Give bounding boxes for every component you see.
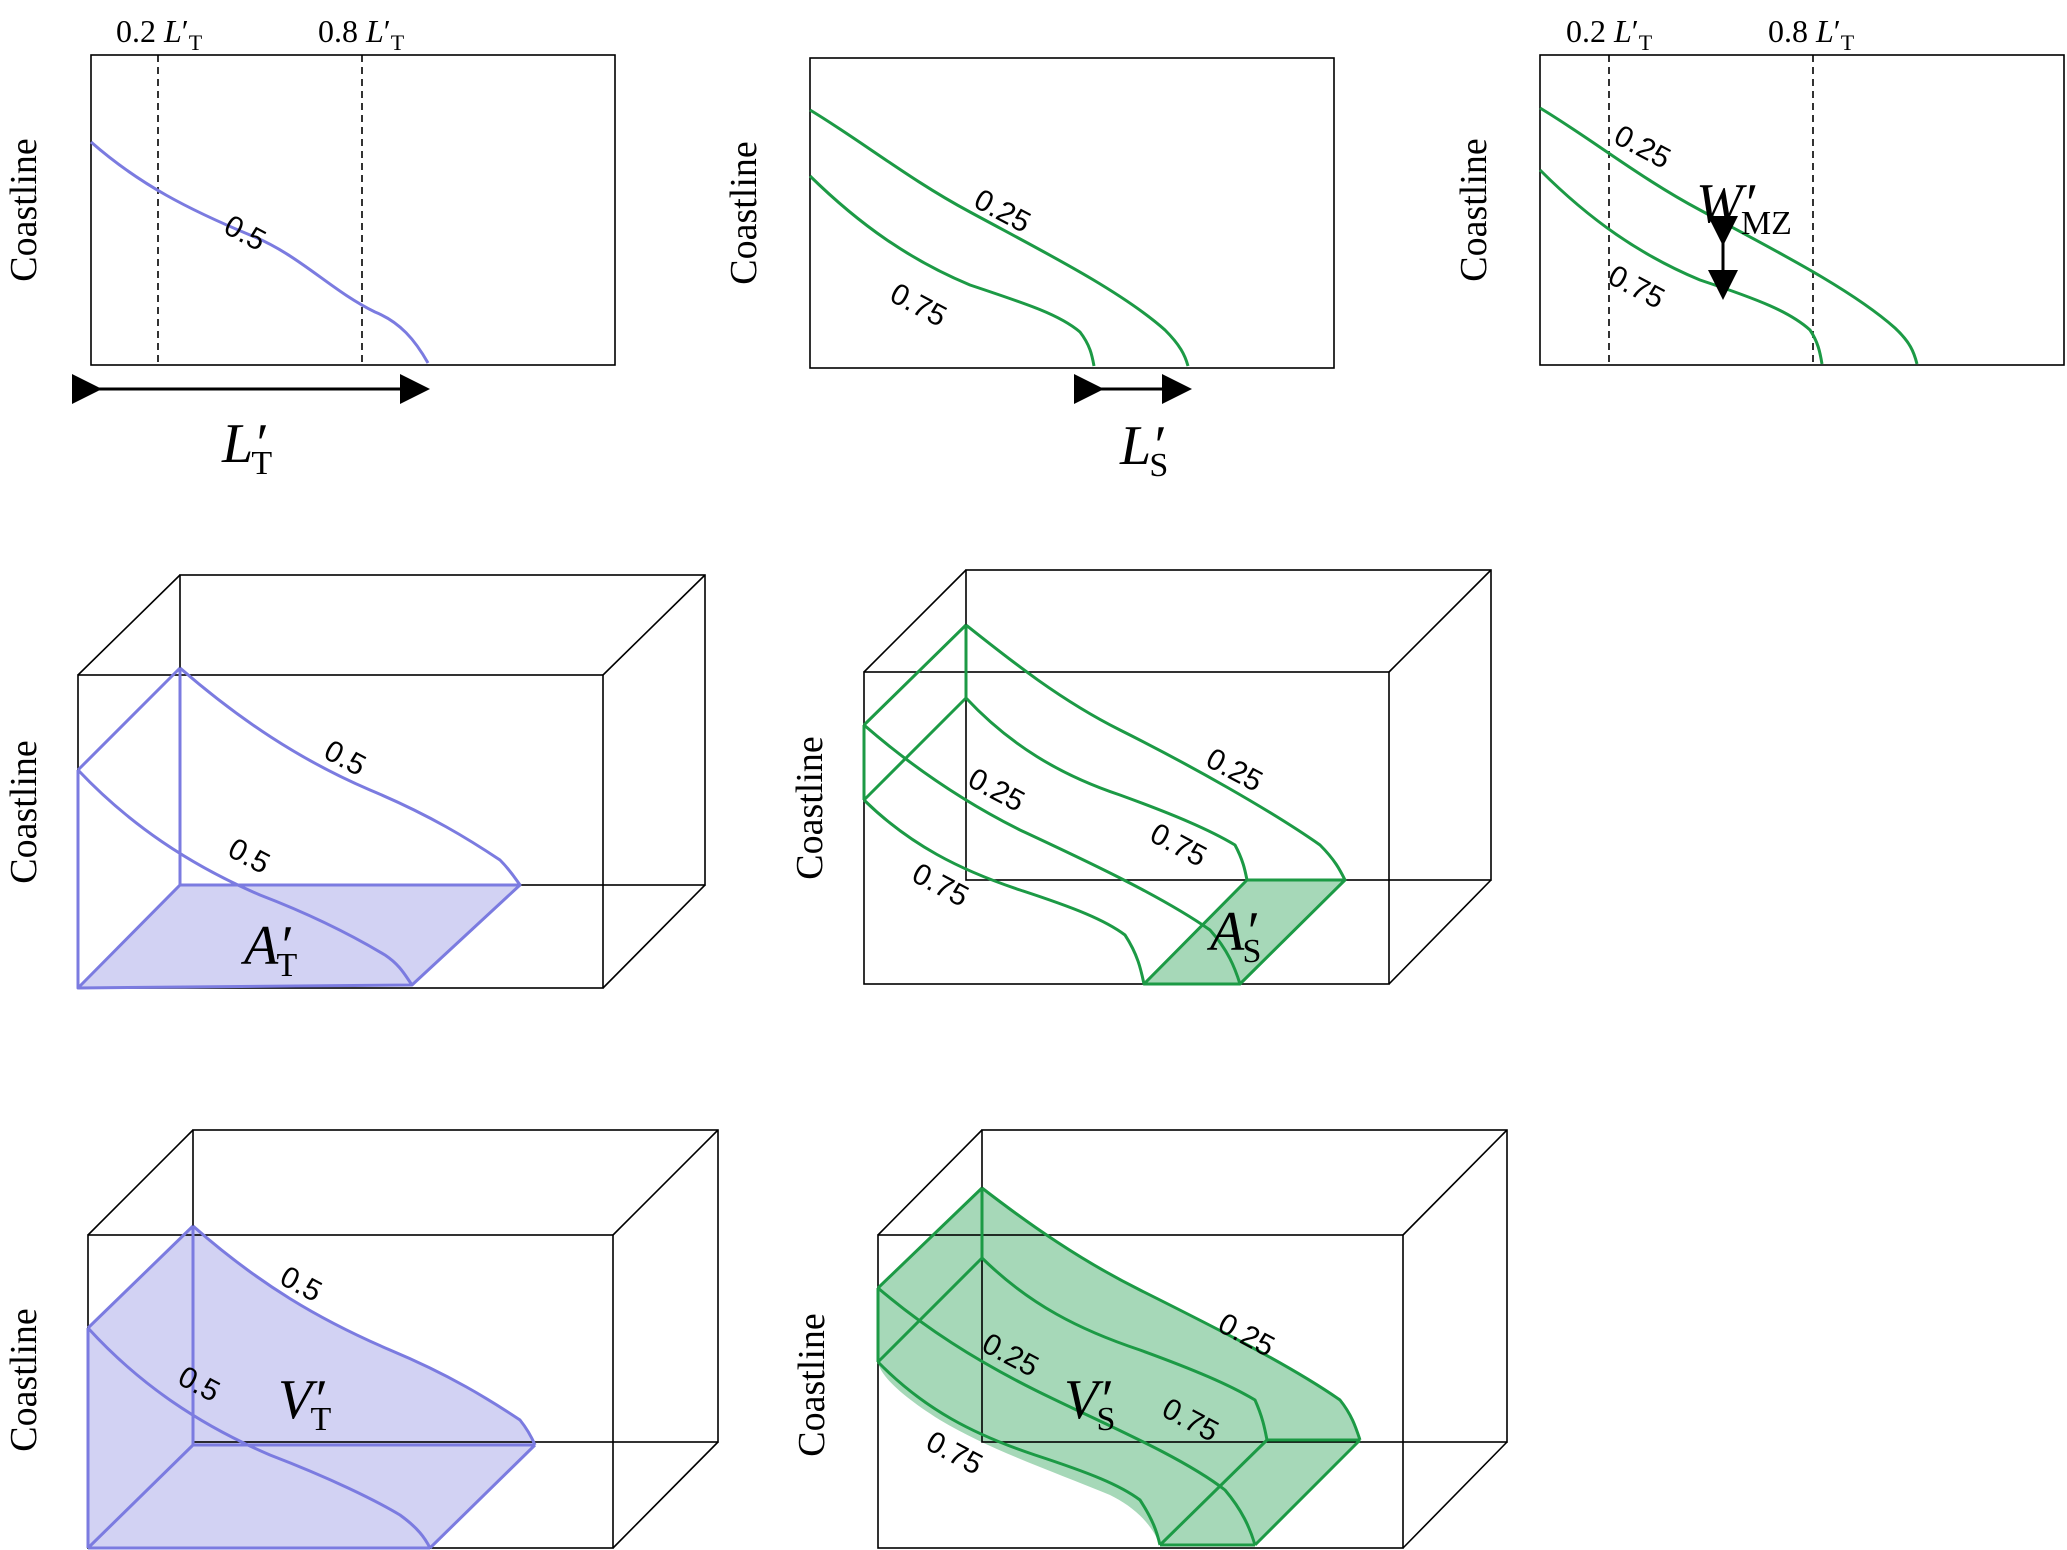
panel-salt-2d: 0.25 0.75 Coastline L′S: [723, 58, 1334, 484]
panel-mixing-zone-2d: 0.25 0.75 Coastline 0.2 L′T 0.8 L′T W′MZ: [1453, 13, 2064, 365]
symbol-WMZ: W′MZ: [1696, 173, 1792, 242]
area-AT: [78, 885, 520, 988]
panel-tide-2d: 0.5 Coastline 0.2 L′T 0.8 L′T L′T: [3, 13, 615, 482]
contour-label-0.75: 0.75: [1603, 259, 1670, 316]
coastline-label: Coastline: [1453, 138, 1495, 282]
contour-line-0.75: [810, 176, 1094, 366]
symbol-LT: L′T: [221, 413, 272, 482]
contour-line-0.25: [1540, 108, 1917, 364]
contour-label-0.5: 0.5: [219, 209, 271, 258]
tick-0.8-LT: 0.8 L′T: [318, 13, 405, 55]
contour-label-0.75: 0.75: [1145, 817, 1212, 874]
svg-text:0.8 L′T: 0.8 L′T: [1768, 13, 1855, 55]
tick-0.2-LT: 0.2 L′T: [1566, 13, 1653, 55]
symbol-AS: A′S: [1206, 901, 1261, 970]
contour-label-0.25: 0.25: [1609, 119, 1676, 176]
coastline-label: Coastline: [789, 736, 831, 880]
coastline-label: Coastline: [3, 740, 45, 884]
panel-tide-volume-3d: 0.5 0.5 V′T Coastline: [3, 1130, 718, 1548]
panel-salt-area-3d: 0.25 0.25 0.75 0.75 A′S Coastline: [789, 570, 1491, 984]
contour-line-0.25: [810, 110, 1188, 366]
svg-text:0.2 L′T: 0.2 L′T: [1566, 13, 1653, 55]
symbol-VT: V′T: [278, 1369, 331, 1438]
tick-0.2-LT: 0.2 L′T: [116, 13, 203, 55]
tick-0.8-LT: 0.8 L′T: [1768, 13, 1855, 55]
panel-tide-area-3d: 0.5 0.5 A′T Coastline: [3, 575, 705, 988]
contour-label-0.25: 0.25: [963, 762, 1030, 819]
symbol-LS: L′S: [1119, 415, 1168, 484]
symbol-AT: A′T: [240, 915, 297, 984]
panel-salt-volume-3d: 0.25 0.25 0.75 0.75 V′S Coastline: [791, 1130, 1507, 1548]
svg-text:0.2 L′T: 0.2 L′T: [116, 13, 203, 55]
coastline-label: Coastline: [723, 141, 765, 285]
coastline-label: Coastline: [3, 1308, 45, 1452]
contour-label-0.75: 0.75: [907, 857, 974, 914]
contour-label-0.75: 0.75: [885, 277, 952, 334]
symbol-VS: V′S: [1064, 1369, 1115, 1438]
contour-label-0.25: 0.25: [969, 183, 1036, 240]
coastline-label: Coastline: [3, 138, 45, 282]
coastline-label: Coastline: [791, 1313, 833, 1457]
svg-text:0.8 L′T: 0.8 L′T: [318, 13, 405, 55]
contour-line-0.5: [91, 142, 428, 363]
contour-label-0.5: 0.5: [223, 832, 275, 881]
contour-label-0.5: 0.5: [319, 734, 371, 783]
